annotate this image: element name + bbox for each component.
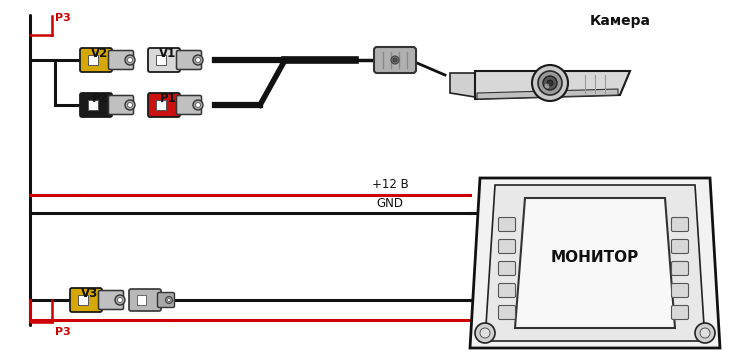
FancyBboxPatch shape (88, 100, 98, 110)
Circle shape (193, 55, 203, 65)
Circle shape (543, 76, 557, 90)
Text: P1: P1 (159, 92, 176, 105)
FancyBboxPatch shape (672, 283, 688, 297)
Circle shape (393, 58, 397, 62)
Polygon shape (450, 73, 475, 97)
FancyBboxPatch shape (156, 100, 166, 110)
Circle shape (125, 100, 135, 110)
Polygon shape (485, 185, 705, 341)
FancyBboxPatch shape (80, 48, 112, 72)
Circle shape (193, 100, 203, 110)
FancyBboxPatch shape (158, 292, 175, 308)
FancyBboxPatch shape (672, 305, 688, 319)
Text: МОНИТОР: МОНИТОР (551, 251, 639, 265)
Text: V1: V1 (159, 47, 177, 60)
FancyBboxPatch shape (498, 305, 515, 319)
Polygon shape (515, 198, 675, 328)
FancyBboxPatch shape (498, 283, 515, 297)
FancyBboxPatch shape (498, 239, 515, 253)
FancyBboxPatch shape (70, 288, 102, 312)
Circle shape (475, 323, 495, 343)
FancyBboxPatch shape (78, 295, 88, 305)
Text: Камера: Камера (589, 14, 650, 28)
Circle shape (195, 103, 200, 108)
Circle shape (545, 83, 550, 88)
FancyBboxPatch shape (672, 239, 688, 253)
FancyBboxPatch shape (109, 51, 134, 70)
Circle shape (125, 55, 135, 65)
Circle shape (167, 299, 170, 301)
FancyBboxPatch shape (109, 96, 134, 114)
Circle shape (391, 56, 399, 64)
Text: P3: P3 (55, 13, 70, 23)
Text: GND: GND (377, 197, 404, 210)
Polygon shape (477, 89, 618, 99)
Polygon shape (470, 178, 720, 348)
FancyBboxPatch shape (672, 261, 688, 275)
FancyBboxPatch shape (176, 96, 202, 114)
Circle shape (695, 323, 715, 343)
Text: P2: P2 (92, 92, 109, 105)
FancyBboxPatch shape (374, 47, 416, 73)
Circle shape (128, 103, 133, 108)
FancyBboxPatch shape (156, 55, 166, 65)
FancyBboxPatch shape (88, 55, 98, 65)
FancyBboxPatch shape (148, 93, 180, 117)
Text: V3: V3 (81, 287, 98, 300)
FancyBboxPatch shape (176, 51, 202, 70)
Polygon shape (475, 71, 630, 99)
FancyBboxPatch shape (148, 48, 180, 72)
Text: P3: P3 (55, 327, 70, 337)
Circle shape (480, 328, 490, 338)
Circle shape (532, 65, 568, 101)
Circle shape (115, 295, 125, 305)
Circle shape (547, 80, 553, 86)
Text: +12 В: +12 В (371, 178, 408, 191)
FancyBboxPatch shape (98, 291, 123, 309)
FancyBboxPatch shape (137, 295, 146, 305)
Circle shape (117, 297, 123, 303)
FancyBboxPatch shape (672, 217, 688, 231)
Circle shape (538, 71, 562, 95)
Circle shape (700, 328, 710, 338)
FancyBboxPatch shape (498, 217, 515, 231)
FancyBboxPatch shape (129, 289, 161, 311)
FancyBboxPatch shape (80, 93, 112, 117)
FancyBboxPatch shape (498, 261, 515, 275)
Circle shape (195, 57, 200, 62)
Circle shape (165, 296, 172, 304)
Circle shape (128, 57, 133, 62)
Text: V2: V2 (91, 47, 109, 60)
